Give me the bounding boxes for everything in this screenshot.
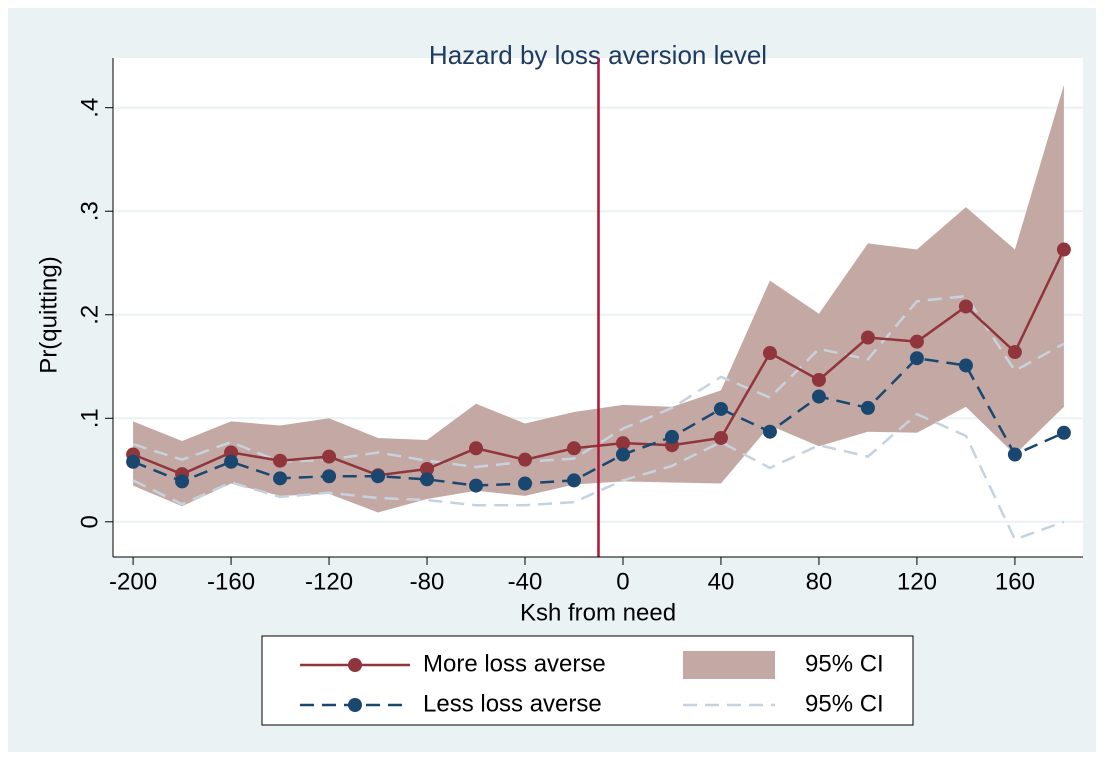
marker: [518, 476, 533, 491]
x-axis-title: Ksh from need: [520, 599, 676, 626]
marker: [762, 346, 777, 361]
marker: [469, 441, 484, 456]
marker: [909, 351, 924, 366]
marker: [1056, 242, 1071, 257]
marker: [224, 454, 239, 469]
x-tick-label: -80: [410, 568, 445, 595]
x-tick-label: 40: [708, 568, 735, 595]
marker: [420, 472, 435, 487]
x-tick-label: -200: [109, 568, 157, 595]
marker: [713, 401, 728, 416]
marker: [958, 299, 973, 314]
ci-line: [132, 294, 1065, 469]
marker: [860, 330, 875, 345]
marker: [860, 400, 875, 415]
y-tick-label: 0: [76, 515, 103, 528]
marker: [273, 471, 288, 486]
marker: [273, 453, 288, 468]
legend-label: 95% CI: [805, 650, 884, 677]
x-tick-label: 120: [897, 568, 937, 595]
marker: [664, 429, 679, 444]
marker: [566, 473, 581, 488]
y-tick-label: .1: [76, 408, 103, 428]
legend-label: More loss averse: [423, 650, 606, 677]
x-tick-label: -40: [508, 568, 543, 595]
x-tick-label: 160: [995, 568, 1035, 595]
marker: [566, 441, 581, 456]
marker: [322, 469, 337, 484]
x-tick-label: -160: [207, 568, 255, 595]
marker: [126, 454, 141, 469]
y-tick-label: .3: [76, 201, 103, 221]
marker: [175, 474, 190, 489]
marker: [615, 447, 630, 462]
ci-band: [133, 84, 1064, 513]
x-tick-label: 0: [616, 568, 629, 595]
y-axis-title: Pr(quitting): [35, 256, 62, 373]
legend-label: 95% CI: [805, 690, 884, 717]
marker: [1056, 425, 1071, 440]
marker: [518, 452, 533, 467]
legend-label: Less loss averse: [423, 690, 602, 717]
marker: [958, 358, 973, 373]
y-tick-label: .2: [76, 305, 103, 325]
marker: [322, 449, 337, 464]
marker: [420, 462, 435, 477]
marker: [1007, 345, 1022, 360]
ci-line: [132, 412, 1065, 541]
legend-swatch: [683, 651, 775, 679]
marker: [615, 436, 630, 451]
x-tick-label: -120: [305, 568, 353, 595]
y-tick-label: .4: [76, 98, 103, 118]
marker: [811, 389, 826, 404]
marker: [1007, 447, 1022, 462]
marker: [713, 430, 728, 445]
marker: [469, 478, 484, 493]
legend-marker: [348, 698, 362, 712]
series-line: [132, 356, 1065, 487]
legend-box: [261, 635, 914, 726]
marker: [811, 372, 826, 387]
marker: [762, 424, 777, 439]
marker: [371, 469, 386, 484]
marker: [909, 334, 924, 349]
x-tick-label: 80: [806, 568, 833, 595]
legend-marker: [348, 658, 362, 672]
